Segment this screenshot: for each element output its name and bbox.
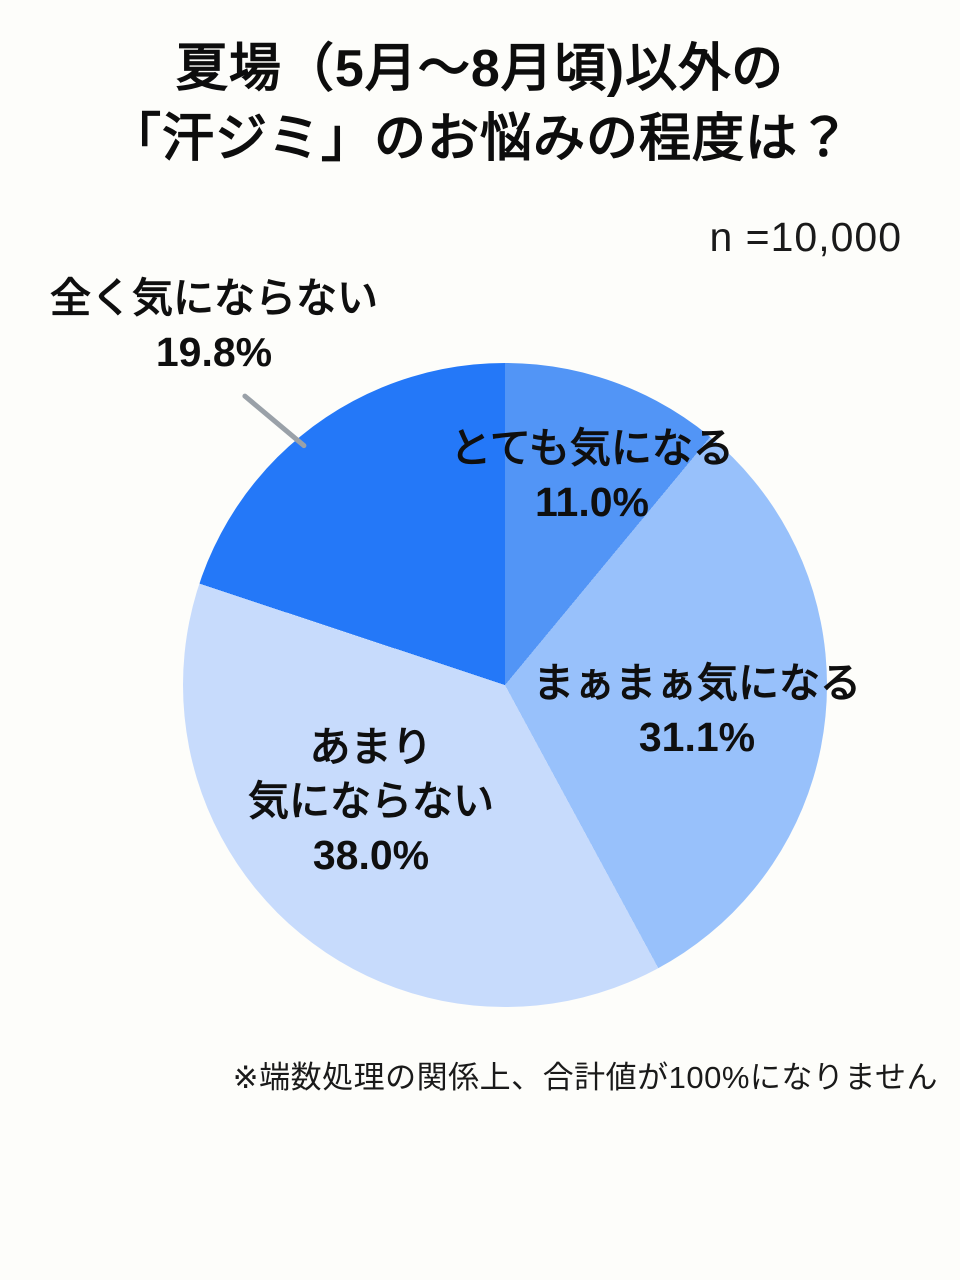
label-not-very-concerned-text-line1: あまり — [309, 724, 433, 770]
label-very-concerned: とても気になる 11.0% — [412, 421, 772, 529]
chart-title-line1: 夏場（5月〜8月頃)以外の — [175, 40, 785, 98]
chart-title-line2: 「汗ジミ」のお悩みの程度は？ — [108, 110, 851, 168]
label-very-concerned-text: とても気になる — [450, 425, 734, 471]
label-somewhat-concerned: まぁまぁ気になる 31.1% — [507, 656, 887, 764]
label-very-concerned-percent: 11.0% — [535, 479, 649, 525]
label-not-very-concerned-percent: 38.0% — [312, 832, 430, 878]
label-not-very-concerned-text-line2: 気にならない — [248, 778, 494, 824]
label-not-very-concerned: あまり 気にならない 38.0% — [201, 720, 541, 882]
label-somewhat-concerned-text: まぁまぁ気になる — [533, 660, 861, 706]
label-not-at-all-concerned-percent: 19.8% — [155, 329, 273, 375]
label-not-at-all-concerned-text: 全く気にならない — [50, 275, 378, 321]
pie-chart — [183, 363, 827, 1007]
leader-line — [241, 392, 308, 450]
label-somewhat-concerned-percent: 31.1% — [638, 714, 756, 760]
chart-title: 夏場（5月〜8月頃)以外の 「汗ジミ」のお悩みの程度は？ — [0, 34, 960, 174]
rounding-footnote: ※端数処理の関係上、合計値が100%になりません — [232, 1060, 938, 1095]
sample-size-label: n =10,000 — [709, 214, 902, 260]
label-not-at-all-concerned: 全く気にならない 19.8% — [24, 271, 404, 379]
